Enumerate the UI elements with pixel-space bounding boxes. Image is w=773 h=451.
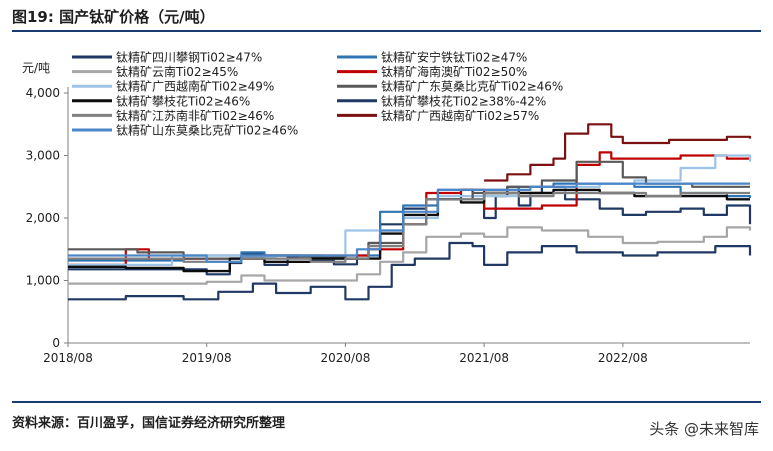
legend-label: 钛精矿海南澳矿Ti02≥50% [381,64,527,79]
legend: 钛精矿四川攀钢Ti02≥47% 钛精矿安宁铁钛Ti02≥47% 钛精矿云南Ti02≥… [72,50,563,138]
legend-label: 钛精矿广东莫桑比克矿Ti02≥46% [381,79,563,94]
y-tick-label: 3,000 [26,149,60,163]
y-tick-label: 4,000 [26,86,60,100]
legend-label: 钛精矿广西越南矿Ti02≥49% [116,79,274,94]
y-axis-label: 元/吨 [22,61,50,75]
series-line-2 [68,182,752,262]
axes: 0 1,000 2,000 3,000 4,000 2018/08 2019/08 2020/… [26,86,750,365]
bottom-rule [12,401,761,403]
legend-label: 钛精矿江苏南非矿Ti02≥46% [116,108,274,123]
series-line-10 [484,123,752,182]
y-tick-label: 0 [52,336,60,350]
legend-label: 钛精矿攀枝花Ti02≥38%-42% [381,93,546,108]
legend-label: 钛精矿云南Ti02≥45% [116,64,238,79]
legend-label: 钛精矿攀枝花Ti02≥46% [116,93,250,108]
series-line-5 [68,154,752,266]
series-line-8 [68,241,752,301]
watermark: 头条 @未来智库 [649,420,759,438]
y-tick-label: 2,000 [26,211,60,225]
series-layer [68,123,752,301]
legend-label: 钛精矿四川攀钢Ti02≥47% [116,50,262,65]
series-line-11 [68,182,750,263]
x-tick-label: 2022/08 [598,351,648,365]
x-tick-label: 2021/08 [459,351,509,365]
legend-label: 钛精矿安宁铁钛Ti02≥47% [381,50,527,65]
figure-title: 图19: 国产钛矿价格（元/吨） [12,8,215,26]
x-tick-label: 2019/08 [182,351,232,365]
legend-label: 钛精矿山东莫桑比克矿Ti02≥46% [116,123,298,138]
source-note: 资料来源：百川盈孚，国信证券经济研究所整理 [12,416,286,431]
top-rule [12,30,761,32]
series-line-3 [68,226,752,285]
legend-label: 钛精矿广西越南矿Ti02≥57% [381,108,539,123]
x-tick-label: 2020/08 [320,351,370,365]
y-tick-label: 1,000 [26,274,60,288]
x-tick-label: 2018/08 [43,351,93,365]
